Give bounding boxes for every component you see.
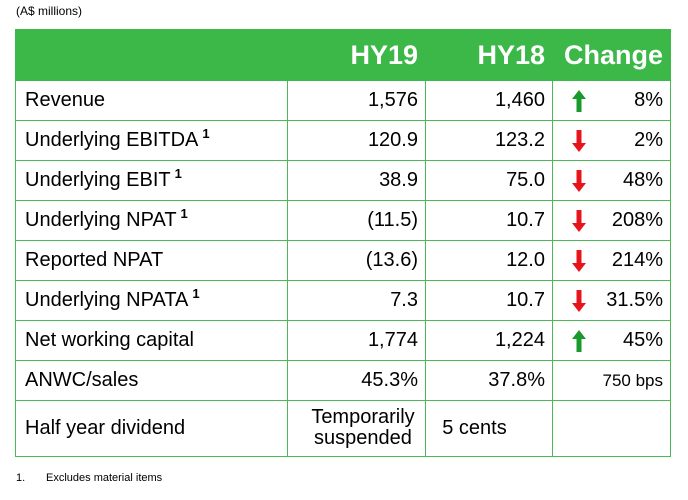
hy19-value: 38.9: [287, 160, 426, 201]
header-row: HY19 HY18 Change: [15, 29, 671, 81]
header-change: Change: [552, 29, 671, 81]
row-label: ANWC/sales: [15, 360, 288, 401]
hy19-value: Temporarily suspended: [287, 400, 426, 457]
change-cell: 8%: [552, 80, 671, 121]
row-label: Underlying NPAT 1: [15, 200, 288, 241]
row-label-text: Underlying EBITDA: [25, 129, 199, 151]
row-label: Reported NPAT: [15, 240, 288, 281]
header-blank: [15, 29, 288, 81]
hy18-value: 10.7: [425, 280, 553, 321]
hy19-value: 45.3%: [287, 360, 426, 401]
row-label: Underlying EBIT 1: [15, 160, 288, 201]
change-value: 8%: [634, 89, 663, 111]
change-value: 2%: [634, 129, 663, 151]
hy19-value: 7.3: [287, 280, 426, 321]
row-label-text: Underlying EBIT: [25, 169, 171, 191]
arrow-down-icon: [572, 249, 586, 272]
hy19-line1: Temporarily: [311, 406, 415, 428]
header-hy19: HY19: [287, 29, 426, 81]
change-cell: 31.5%: [552, 280, 671, 321]
footnote: 1. Excludes material items: [16, 472, 162, 484]
change-value: 45%: [622, 329, 663, 351]
table-row: Underlying NPATA 1 7.3 10.7 31.5%: [15, 280, 671, 321]
change-value: 31.5%: [606, 289, 663, 311]
row-label-text: Underlying NPAT: [25, 209, 177, 231]
arrow-up-icon: [572, 89, 586, 112]
header-hy18: HY18: [425, 29, 553, 81]
change-value: 208%: [611, 209, 663, 231]
change-cell: 208%: [552, 200, 671, 241]
footnote-marker: 1: [174, 166, 182, 182]
table-row-dividend: Half year dividend Temporarily suspended 5 …: [15, 400, 671, 457]
row-label: Half year dividend: [15, 400, 288, 457]
footnote-marker: 1: [202, 126, 210, 142]
row-label: Underlying NPATA 1: [15, 280, 288, 321]
row-label-text: Underlying NPATA: [25, 289, 189, 311]
arrow-down-icon: [572, 169, 586, 192]
row-label: Underlying EBITDA 1: [15, 120, 288, 161]
change-cell: 45%: [552, 320, 671, 361]
table-row: Underlying NPAT 1 (11.5) 10.7 208%: [15, 200, 671, 241]
table-row: Net working capital 1,774 1,224 45%: [15, 320, 671, 361]
row-label-text: Revenue: [25, 89, 106, 111]
change-cell: 48%: [552, 160, 671, 201]
hy19-value: 1,774: [287, 320, 426, 361]
arrow-up-icon: [572, 329, 586, 352]
change-value: 214%: [611, 249, 663, 271]
row-label-text: Net working capital: [25, 329, 194, 351]
arrow-down-icon: [572, 209, 586, 232]
footnote-number: 1.: [16, 472, 26, 484]
hy18-value: 75.0: [425, 160, 553, 201]
table-row: Revenue 1,576 1,460 8%: [15, 80, 671, 121]
hy19-line2: suspended: [314, 427, 412, 449]
footnote-marker: 1: [192, 286, 200, 302]
financial-summary-table: HY19 HY18 Change Revenue 1,576 1,460 8% Unde…: [15, 29, 671, 457]
hy18-value: 37.8%: [425, 360, 553, 401]
table-row: Underlying EBITDA 1 120.9 123.2 2%: [15, 120, 671, 161]
arrow-down-icon: [572, 129, 586, 152]
change-cell: [552, 400, 671, 457]
change-cell: 2%: [552, 120, 671, 161]
hy19-value: (13.6): [287, 240, 426, 281]
footnote-marker: 1: [180, 206, 188, 222]
change-value: 48%: [622, 169, 663, 191]
hy18-value: 123.2: [425, 120, 553, 161]
arrow-down-icon: [572, 289, 586, 312]
row-label-text: Reported NPAT: [25, 249, 164, 271]
hy18-value: 1,224: [425, 320, 553, 361]
hy18-value: 1,460: [425, 80, 553, 121]
hy19-value: 120.9: [287, 120, 426, 161]
units-note: (A$ millions): [16, 4, 83, 18]
change-cell: 750 bps: [552, 360, 671, 401]
table-row: ANWC/sales 45.3% 37.8% 750 bps: [15, 360, 671, 401]
footnote-text: Excludes material items: [46, 472, 163, 484]
change-cell: 214%: [552, 240, 671, 281]
row-label-text: ANWC/sales: [25, 369, 139, 391]
table-row: Reported NPAT (13.6) 12.0 214%: [15, 240, 671, 281]
hy19-value: 1,576: [287, 80, 426, 121]
table-row: Underlying EBIT 1 38.9 75.0 48%: [15, 160, 671, 201]
hy18-value: 12.0: [425, 240, 553, 281]
hy18-value: 5 cents: [425, 400, 553, 457]
row-label: Net working capital: [15, 320, 288, 361]
hy18-value: 10.7: [425, 200, 553, 241]
change-value: 750 bps: [602, 370, 664, 390]
row-label: Revenue: [15, 80, 288, 121]
hy19-value: (11.5): [287, 200, 426, 241]
